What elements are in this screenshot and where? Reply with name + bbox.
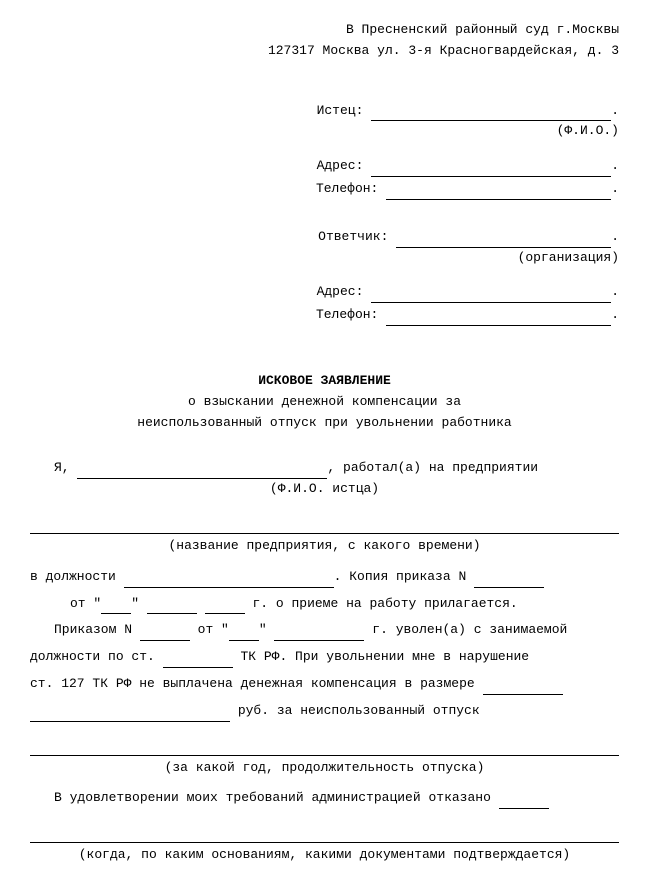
when-caption: (когда, по каким основаниям, какими доку… bbox=[30, 845, 619, 866]
position-line: в должности . Копия приказа N bbox=[30, 567, 619, 588]
qc1: " bbox=[131, 596, 139, 611]
year-fired-text: г. уволен(а) с занимаемой bbox=[372, 622, 567, 637]
court-line2: 127317 Москва ул. 3-я Красногвардейская,… bbox=[30, 41, 619, 62]
fio-caption: (Ф.И.О. истца) bbox=[30, 479, 619, 500]
tk-rf-text: ТК РФ. При увольнении мне в нарушение bbox=[240, 649, 529, 664]
plaintiff-block: Истец: . (Ф.И.О.) Адрес: . Телефон: . bbox=[30, 101, 619, 200]
title-sub1: о взыскании денежной компенсации за bbox=[30, 392, 619, 413]
company-caption: (название предприятия, с какого времени) bbox=[30, 536, 619, 557]
order-date-line: от " " г. о приеме на работу прилагается. bbox=[70, 594, 619, 615]
day2-blank bbox=[229, 627, 259, 641]
vacation-caption: (за какой год, продолжительность отпуска… bbox=[30, 758, 619, 779]
defendant-org-sub: (организация) bbox=[30, 248, 619, 269]
month2-blank bbox=[274, 627, 364, 641]
year-blank bbox=[205, 600, 245, 614]
court-header: В Пресненский районный суд г.Москвы 1273… bbox=[30, 20, 619, 62]
refused-line: В удовлетворении моих требований админис… bbox=[30, 788, 619, 809]
order-n-blank bbox=[474, 574, 544, 588]
plaintiff-phone-blank bbox=[386, 186, 611, 200]
vacation-line bbox=[30, 740, 619, 756]
refused-blank bbox=[499, 795, 549, 809]
position-art-text: должности по ст. bbox=[30, 649, 155, 664]
defendant-addr-label: Адрес: bbox=[317, 284, 364, 299]
title-sub2: неиспользованный отпуск при увольнении р… bbox=[30, 413, 619, 434]
position-blank bbox=[124, 574, 334, 588]
plaintiff-addr-blank bbox=[371, 163, 611, 177]
title-main: ИСКОВОЕ ЗАЯВЛЕНИЕ bbox=[30, 371, 619, 392]
fired-line: Приказом N от " " г. уволен(а) с занимаем… bbox=[30, 620, 619, 641]
day-blank bbox=[101, 600, 131, 614]
art-line: должности по ст. ТК РФ. При увольнении м… bbox=[30, 647, 619, 668]
ya-text: Я, bbox=[54, 460, 70, 475]
rub-blank bbox=[30, 708, 230, 722]
rub-text: руб. за неиспользованный отпуск bbox=[238, 703, 480, 718]
order-copy-text: . Копия приказа N bbox=[334, 569, 467, 584]
plaintiff-phone-label: Телефон: bbox=[316, 181, 378, 196]
body-line-ya: Я, , работал(а) на предприятии bbox=[30, 458, 619, 479]
worked-text: , работал(а) на предприятии bbox=[327, 460, 538, 475]
order-n-text: Приказом N bbox=[54, 622, 132, 637]
defendant-phone-label: Телефон: bbox=[316, 307, 378, 322]
plaintiff-label: Истец: bbox=[317, 103, 364, 118]
title-block: ИСКОВОЕ ЗАЯВЛЕНИЕ о взыскании денежной к… bbox=[30, 371, 619, 433]
company-line bbox=[30, 518, 619, 534]
month-blank bbox=[147, 600, 197, 614]
rub-line: руб. за неиспользованный отпуск bbox=[30, 701, 619, 722]
art-blank bbox=[163, 654, 233, 668]
amount-blank bbox=[483, 681, 563, 695]
when-line bbox=[30, 827, 619, 843]
art127-text: ст. 127 ТК РФ не выплачена денежная комп… bbox=[30, 676, 475, 691]
defendant-block: Ответчик: . (организация) Адрес: . Телеф… bbox=[30, 227, 619, 326]
plaintiff-fio-sub: (Ф.И.О.) bbox=[30, 121, 619, 142]
defendant-phone-blank bbox=[386, 312, 611, 326]
position-prefix: в должности bbox=[30, 569, 116, 584]
refused-text: В удовлетворении моих требований админис… bbox=[54, 790, 491, 805]
plaintiff-name-blank bbox=[371, 107, 611, 121]
order-n2-blank bbox=[140, 627, 190, 641]
year-order-text: г. о приеме на работу прилагается. bbox=[252, 596, 517, 611]
defendant-addr-blank bbox=[371, 289, 611, 303]
fio-blank bbox=[77, 465, 327, 479]
defendant-name-blank bbox=[396, 234, 611, 248]
qc2: " bbox=[259, 622, 267, 637]
plaintiff-addr-label: Адрес: bbox=[317, 158, 364, 173]
court-line1: В Пресненский районный суд г.Москвы bbox=[30, 20, 619, 41]
from-text: от " bbox=[70, 596, 101, 611]
art127-line: ст. 127 ТК РФ не выплачена денежная комп… bbox=[30, 674, 619, 695]
defendant-label: Ответчик: bbox=[318, 229, 388, 244]
from2-text: от " bbox=[198, 622, 229, 637]
